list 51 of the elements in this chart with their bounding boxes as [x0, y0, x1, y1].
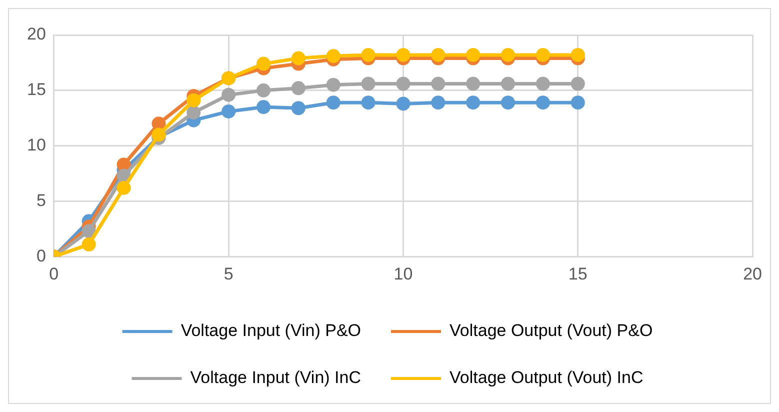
point [361, 48, 376, 62]
point [466, 48, 480, 62]
y-tick-label: 10 [26, 135, 46, 154]
point [396, 48, 410, 62]
point [222, 104, 236, 118]
legend-label: Voltage Output (Vout) P&O [450, 321, 653, 340]
x-tick-label: 20 [743, 264, 762, 284]
point [82, 224, 96, 238]
y-tick-label: 20 [26, 24, 46, 44]
point [222, 88, 236, 102]
point [536, 76, 550, 91]
y-tick-label: 0 [36, 246, 46, 266]
point [82, 237, 96, 252]
point [256, 100, 270, 114]
point [361, 76, 376, 91]
point [570, 96, 585, 110]
point [396, 96, 410, 111]
point [291, 51, 306, 66]
point [536, 48, 550, 62]
point [326, 96, 340, 110]
point [466, 96, 480, 110]
point [396, 76, 410, 91]
point [116, 180, 131, 195]
point [501, 76, 516, 91]
x-tick-label: 15 [568, 264, 588, 284]
point [431, 76, 446, 91]
point [256, 56, 270, 71]
point [431, 96, 446, 110]
point [291, 81, 306, 96]
point [186, 106, 201, 120]
x-tick-label: 5 [224, 264, 234, 284]
x-tick-label: 10 [394, 264, 413, 284]
point [431, 48, 446, 62]
point [570, 48, 585, 62]
point [501, 48, 516, 62]
legend-label: Voltage Input (Vin) P&O [180, 321, 362, 340]
point [291, 101, 306, 116]
point [361, 96, 376, 110]
point [570, 76, 585, 91]
point [326, 78, 340, 92]
point [186, 93, 201, 108]
x-tick-label: 0 [49, 264, 59, 284]
y-tick-label: 15 [26, 80, 46, 100]
y-tick-label: 5 [36, 190, 46, 210]
legend-label: Voltage Input (Vin) InC [190, 368, 362, 388]
point [501, 96, 516, 110]
point [326, 49, 340, 64]
point [466, 76, 480, 91]
legend-label: Voltage Output (Vout) InC [450, 368, 644, 388]
point [536, 96, 550, 110]
point [256, 83, 270, 98]
